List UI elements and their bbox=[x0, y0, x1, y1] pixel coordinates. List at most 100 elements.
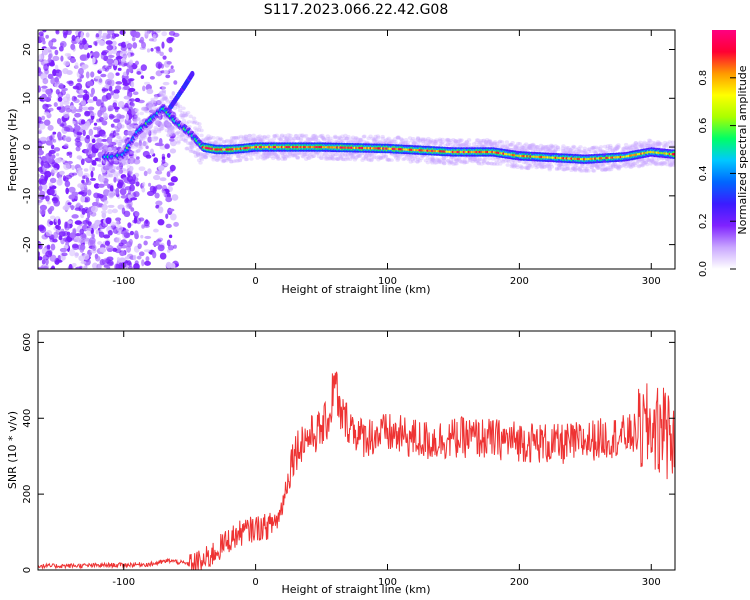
spectrogram-halo-cell bbox=[221, 140, 227, 144]
spectrogram-halo-cell bbox=[147, 126, 152, 130]
spectrogram-halo-cell bbox=[273, 155, 278, 159]
spectrogram-halo-cell bbox=[339, 139, 344, 144]
spectrogram-halo-cell bbox=[190, 120, 195, 124]
spectrogram-noise-point bbox=[109, 79, 115, 87]
spectrogram-noise-point bbox=[141, 187, 146, 193]
spectrogram-noise-point bbox=[74, 194, 79, 200]
spectrogram-halo-cell bbox=[376, 135, 381, 140]
spectrogram-halo-cell bbox=[440, 137, 445, 142]
spectrogram-halo-cell bbox=[179, 113, 184, 118]
spectrogram-halo-cell bbox=[126, 164, 132, 169]
spectrogram-halo-cell bbox=[229, 139, 234, 143]
spectrogram-noise-point bbox=[52, 69, 57, 77]
spectrogram-noise-point bbox=[131, 36, 136, 42]
spectrogram-halo-cell bbox=[272, 151, 277, 156]
spectrogram-noise-point bbox=[67, 202, 72, 206]
spectrogram-halo-cell bbox=[194, 128, 199, 132]
spectrogram-noise-point bbox=[146, 48, 151, 53]
spectrogram-noise-point bbox=[107, 147, 112, 152]
spectrogram-halo-cell bbox=[244, 157, 250, 162]
spectrogram-noise-point bbox=[79, 265, 83, 269]
spectrogram-halo-cell bbox=[442, 161, 447, 166]
spectrogram-halo-cell bbox=[205, 136, 210, 140]
spectrogram-halo-cell bbox=[311, 154, 316, 158]
spectrogram-noise-point bbox=[55, 80, 60, 85]
spectrogram-noise-point bbox=[152, 33, 156, 39]
spectrogram-halo-cell bbox=[356, 153, 361, 157]
spectrogram-noise-point bbox=[132, 42, 138, 49]
spectrogram-noise-point bbox=[77, 78, 82, 83]
spectrogram-noise-point bbox=[145, 145, 149, 149]
spectrogram-halo-cell bbox=[466, 138, 472, 142]
spectrogram-noise-point bbox=[117, 67, 122, 71]
spectrogram-noise-point bbox=[155, 184, 163, 190]
spectrogram-halo-cell bbox=[210, 155, 216, 159]
spectrogram-halo-cell bbox=[160, 124, 165, 128]
spectrogram-halo-cell bbox=[274, 155, 280, 160]
spectrogram-noise-point bbox=[76, 141, 82, 148]
spectrogram-noise-point bbox=[88, 237, 96, 245]
spectrogram-halo-cell bbox=[325, 157, 330, 161]
spectrogram-halo-cell bbox=[229, 139, 234, 144]
spectrogram-halo-cell bbox=[135, 149, 141, 153]
spectrogram-halo-cell bbox=[163, 95, 168, 99]
spectrogram-halo-cell bbox=[282, 157, 288, 161]
spectrogram-noise-point bbox=[142, 140, 147, 147]
spectrogram-halo-cell bbox=[105, 174, 110, 178]
spectrogram-noise-point bbox=[42, 30, 47, 33]
spectrogram-halo-cell bbox=[309, 154, 314, 159]
spectrogram-noise-point bbox=[165, 261, 172, 269]
spectrogram-noise-point bbox=[143, 170, 148, 177]
spectrogram-noise-point bbox=[85, 71, 90, 79]
spectrogram-noise-point bbox=[86, 52, 90, 59]
spectrogram-halo-cell bbox=[155, 100, 160, 105]
spectrogram-noise-point bbox=[110, 123, 115, 128]
spectrogram-noise-point bbox=[38, 116, 42, 124]
spectrogram-halo-cell bbox=[303, 133, 309, 138]
spectrogram-noise-point bbox=[108, 113, 115, 120]
spectrogram-noise-point bbox=[167, 244, 175, 251]
spectrogram-halo-cell bbox=[327, 152, 332, 157]
spectrogram-noise-point bbox=[38, 256, 43, 261]
spectrogram-noise-point bbox=[79, 205, 84, 209]
spectrogram-halo-cell bbox=[180, 110, 185, 115]
spectrogram-halo-cell bbox=[236, 154, 241, 159]
spectrogram-halo-cell bbox=[273, 152, 278, 157]
spectrogram-halo-cell bbox=[578, 145, 583, 149]
spectrogram-noise-point bbox=[93, 162, 97, 166]
spectrogram-noise-point bbox=[38, 85, 41, 93]
x-tick-label: -100 bbox=[112, 276, 135, 287]
spectrogram-halo-cell bbox=[181, 118, 187, 123]
spectrogram-halo-cell bbox=[339, 151, 345, 156]
spectrogram-halo-cell bbox=[251, 133, 256, 138]
spectrogram-halo-cell bbox=[156, 128, 162, 132]
spectrogram-halo-cell bbox=[193, 154, 199, 158]
spectrogram-noise-point bbox=[119, 30, 126, 35]
spectrogram-halo-cell bbox=[188, 144, 194, 148]
spectrogram-noise-point bbox=[64, 221, 68, 229]
spectrogram-noise-point bbox=[123, 62, 128, 67]
spectrogram-noise-point bbox=[109, 185, 114, 192]
spectrogram-halo-cell bbox=[140, 137, 146, 141]
spectrogram-halo-cell bbox=[124, 161, 130, 165]
spectrogram-halo-cell bbox=[155, 119, 160, 124]
spectrogram-halo-cell bbox=[320, 135, 326, 140]
spectrogram-halo-cell bbox=[348, 151, 353, 156]
spectrogram-halo-cell bbox=[338, 156, 344, 161]
spectrogram-halo-cell bbox=[343, 157, 348, 162]
spectrogram-halo-cell bbox=[242, 138, 248, 143]
spectrogram-halo-cell bbox=[159, 126, 164, 131]
spectrogram-halo-cell bbox=[141, 106, 146, 111]
spectrogram-halo-cell bbox=[332, 135, 337, 140]
spectrogram-halo-cell bbox=[272, 134, 277, 138]
spectrogram-halo-cell bbox=[439, 141, 445, 146]
spectrogram-noise-point bbox=[41, 85, 48, 89]
spectrogram-noise-point bbox=[91, 244, 97, 251]
spectrogram-noise-point bbox=[38, 140, 43, 148]
spectrogram-halo-cell bbox=[110, 169, 115, 174]
spectrogram-halo-cell bbox=[154, 127, 159, 132]
spectrogram-noise-point bbox=[45, 34, 49, 39]
spectrogram-noise-point bbox=[159, 51, 164, 57]
spectrogram-halo-cell bbox=[195, 151, 201, 156]
spectrogram-noise-point bbox=[155, 120, 163, 126]
